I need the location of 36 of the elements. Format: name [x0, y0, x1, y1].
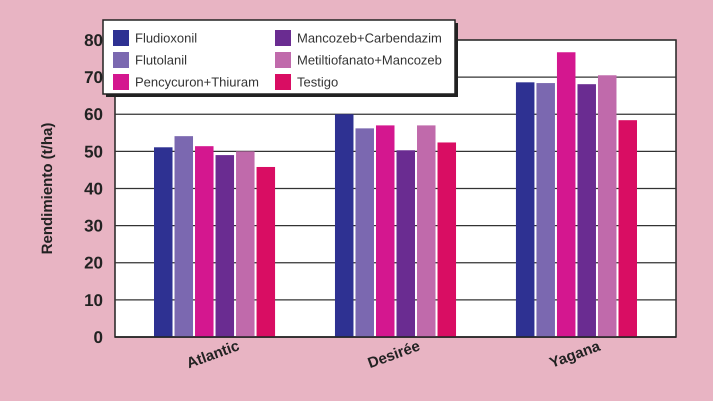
y-tick-label: 80 — [84, 30, 103, 50]
bar — [598, 75, 616, 337]
y-tick-label: 10 — [84, 290, 103, 310]
bar — [334, 114, 354, 337]
legend-label: Flutolanil — [135, 52, 188, 68]
bar — [355, 128, 374, 337]
y-tick-label: 40 — [84, 179, 103, 198]
bar — [438, 142, 456, 337]
bar — [516, 82, 534, 337]
bar — [236, 151, 255, 337]
bar — [376, 125, 394, 337]
bar — [396, 150, 416, 337]
x-tick-label: Desirée — [366, 338, 422, 372]
legend-label: Pencycuron+Thiuram — [135, 74, 259, 90]
bar — [618, 120, 637, 337]
bar — [556, 52, 576, 337]
y-axis-title: Rendimiento (t/ha) — [39, 122, 56, 254]
bar — [174, 136, 194, 337]
bar — [256, 166, 276, 337]
bar — [216, 155, 234, 337]
y-tick-label: 20 — [84, 254, 103, 273]
y-tick-label: 60 — [84, 105, 103, 124]
bar — [536, 83, 555, 337]
y-tick-label: 70 — [84, 68, 103, 88]
legend-label: Fludioxonil — [135, 30, 198, 46]
legend-label: Testigo — [297, 74, 338, 90]
y-tick-label: 30 — [84, 216, 103, 236]
y-tick-label: 50 — [84, 142, 103, 162]
legend-label: Mancozeb+Carbendazim — [297, 30, 442, 46]
bar — [195, 146, 214, 337]
bar — [577, 84, 596, 337]
legend-label: Metiltiofanato+Mancozeb — [297, 52, 442, 68]
x-tick-label: Yagana — [547, 338, 604, 372]
bar — [154, 147, 173, 337]
bar — [417, 125, 436, 337]
y-tick-label: 0 — [94, 328, 103, 347]
